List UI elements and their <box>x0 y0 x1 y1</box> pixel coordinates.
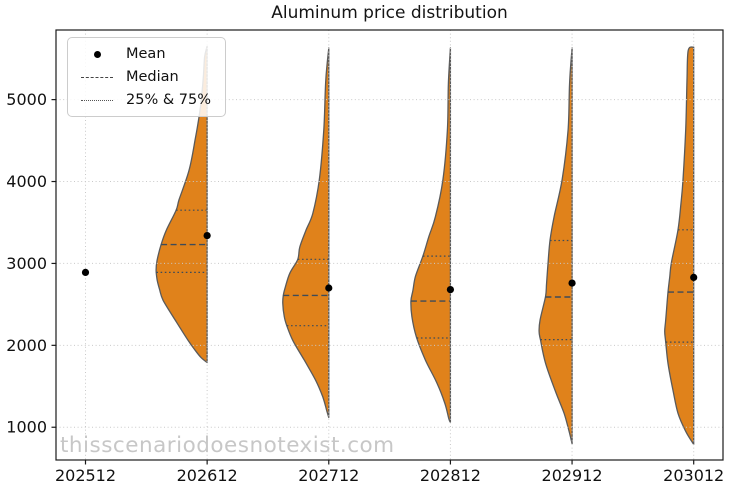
y-tick-label-2000: 2000 <box>6 336 47 355</box>
y-tick-label-5000: 5000 <box>6 90 47 109</box>
x-tick-label-202612: 202612 <box>177 466 238 485</box>
violin-body-203012 <box>664 46 695 446</box>
x-tick-label-203012: 203012 <box>663 466 724 485</box>
legend-item-quartiles: 25% & 75% <box>77 89 211 111</box>
x-tick-label-202912: 202912 <box>542 466 603 485</box>
chart-title: Aluminum price distribution <box>271 3 508 23</box>
mean-dot-202612 <box>203 232 211 240</box>
y-tick-label-3000: 3000 <box>6 254 47 273</box>
violin-202712 <box>282 47 330 419</box>
x-tick-label-202712: 202712 <box>298 466 359 485</box>
violin-body-202912 <box>538 47 573 445</box>
x-tick-label-202512: 202512 <box>55 466 116 485</box>
legend-label-quartiles: 25% & 75% <box>126 91 211 108</box>
mean-marker-icon <box>77 50 117 58</box>
legend-label-median: Median <box>126 68 179 85</box>
legend-label-mean: Mean <box>126 45 166 62</box>
x-tick-label-202812: 202812 <box>420 466 481 485</box>
watermark-text: thisscenariodoesnotexist.com <box>60 433 395 458</box>
mean-dot-202512 <box>81 268 90 276</box>
median-marker-icon <box>77 76 117 78</box>
y-tick-label-1000: 1000 <box>6 418 47 437</box>
violin-202912 <box>538 47 573 445</box>
violin-body-202712 <box>282 47 330 419</box>
mean-dot-203012 <box>690 273 698 281</box>
legend: Mean Median 25% & 75% <box>67 37 226 117</box>
plot-border <box>55 29 724 461</box>
mean-dot-202812 <box>446 286 455 294</box>
quartiles-marker-icon <box>77 99 117 101</box>
legend-item-mean: Mean <box>77 43 211 65</box>
y-tick-label-4000: 4000 <box>6 172 47 191</box>
legend-item-median: Median <box>77 66 211 88</box>
mean-dot-202712 <box>325 284 333 292</box>
violin-202812 <box>410 47 452 423</box>
violin-body-202812 <box>410 47 452 423</box>
violin-203012 <box>664 46 695 446</box>
mean-dot-202912 <box>568 279 576 287</box>
